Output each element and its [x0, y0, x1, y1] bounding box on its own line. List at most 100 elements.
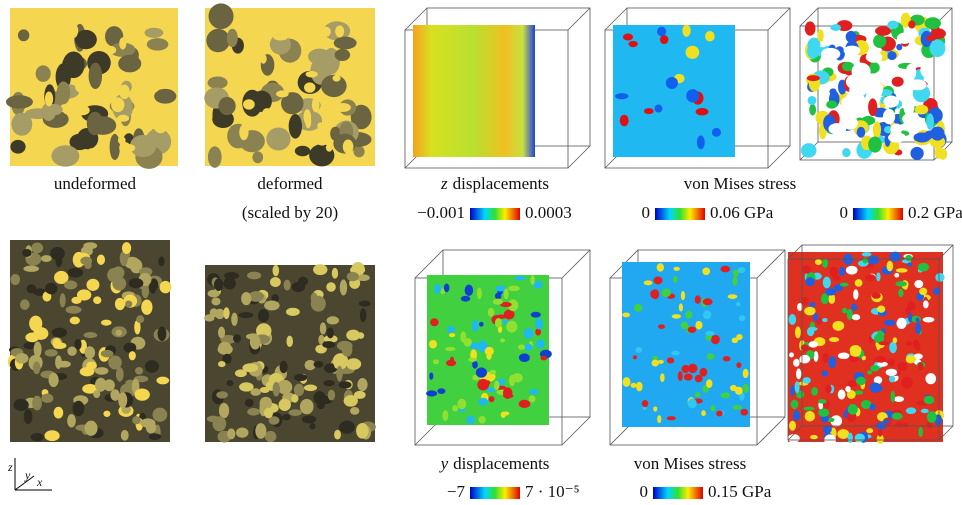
texture: [801, 143, 817, 158]
texture: [518, 344, 525, 350]
texture: [535, 318, 543, 329]
caption-text: displacements: [453, 454, 549, 473]
colorbar-min: 0: [840, 203, 849, 222]
texture: [286, 336, 293, 347]
texture: [152, 408, 167, 422]
texture: [502, 411, 510, 415]
texture: [530, 275, 535, 285]
texture: [712, 128, 721, 137]
texture: [495, 318, 502, 328]
box-edge: [562, 250, 590, 278]
texture: [332, 75, 340, 82]
texture: [273, 34, 287, 40]
texture: [671, 350, 679, 355]
texture: [815, 259, 822, 265]
texture: [703, 310, 711, 319]
caption-text: displacements: [453, 174, 549, 193]
texture: [339, 381, 352, 388]
texture: [50, 247, 65, 260]
texture: [242, 363, 258, 372]
texture: [705, 31, 715, 42]
texture: [41, 394, 53, 403]
texture: [45, 91, 53, 106]
texture: [208, 76, 228, 89]
texture: [326, 282, 336, 291]
box-edge: [757, 417, 785, 445]
axis-label: z: [7, 460, 13, 474]
texture: [218, 361, 226, 367]
texture: [918, 263, 929, 272]
texture: [735, 387, 743, 395]
texture: [312, 97, 320, 112]
texture: [706, 353, 714, 360]
texture: [223, 277, 235, 289]
texture: [919, 288, 927, 296]
texture: [218, 342, 231, 353]
texture: [320, 322, 326, 334]
texture: [524, 328, 534, 339]
texture: [909, 79, 927, 90]
texture: [921, 409, 929, 413]
texture: [241, 292, 251, 305]
texture: [688, 398, 697, 408]
texture: [661, 288, 671, 297]
texture: [117, 115, 129, 122]
texture: [470, 343, 479, 350]
box-edge: [568, 8, 590, 30]
texture: [877, 330, 884, 338]
texture: [360, 308, 366, 322]
texture: [804, 307, 816, 316]
texture: [660, 35, 668, 44]
texture: [906, 407, 916, 414]
texture: [152, 84, 159, 92]
texture: [426, 390, 437, 396]
texture: [88, 148, 95, 158]
texture: [743, 369, 749, 378]
texture: [695, 392, 701, 397]
texture: [851, 304, 857, 311]
texture: [260, 54, 267, 64]
texture: [805, 411, 815, 422]
texture: [218, 327, 225, 339]
texture: [826, 100, 837, 108]
texture: [870, 382, 882, 392]
texture: [101, 350, 114, 358]
texture: [430, 318, 438, 326]
texture: [710, 405, 716, 411]
texture: [206, 29, 230, 53]
texture: [894, 396, 904, 402]
texture: [140, 418, 155, 427]
texture: [809, 341, 819, 347]
texture: [902, 113, 920, 126]
texture: [343, 139, 354, 153]
texture: [429, 340, 437, 349]
texture: [793, 410, 800, 421]
texture: [678, 371, 683, 381]
colorbar: [470, 487, 520, 499]
texture: [684, 374, 693, 381]
texture: [832, 321, 844, 331]
texture: [795, 381, 800, 393]
texture: [736, 362, 741, 368]
texture: [326, 144, 333, 152]
texture: [231, 313, 238, 326]
axis-icon: [15, 458, 52, 490]
texture: [651, 289, 659, 299]
texture: [22, 249, 31, 257]
texture: [893, 337, 898, 343]
texture: [53, 342, 66, 349]
texture: [795, 326, 801, 338]
texture: [720, 266, 730, 273]
texture: [119, 84, 129, 99]
texture: [346, 358, 361, 370]
colorbar-max: 0.0003: [525, 203, 572, 222]
texture: [489, 370, 496, 375]
texture: [850, 345, 862, 355]
texture: [875, 356, 887, 363]
texture: [132, 96, 146, 103]
texture: [160, 281, 172, 293]
texture: [916, 317, 920, 322]
texture: [701, 410, 706, 416]
texture: [509, 375, 515, 386]
texture: [666, 77, 678, 89]
